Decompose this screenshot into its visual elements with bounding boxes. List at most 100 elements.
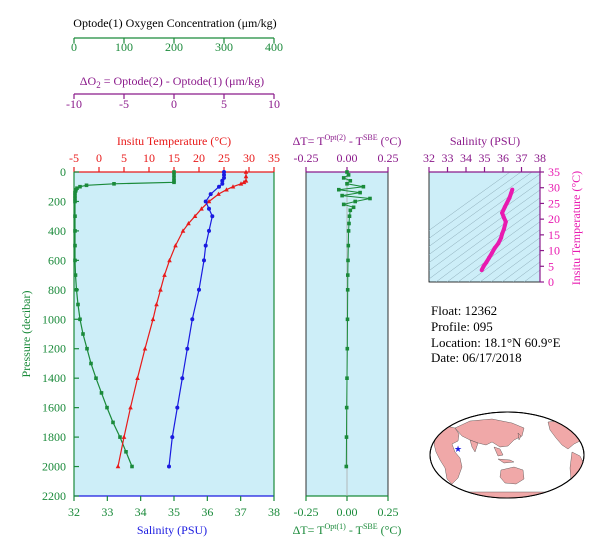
- ts-salinity-axis-tick-label: 38: [534, 151, 546, 165]
- oxygen-point: [172, 170, 176, 174]
- salinity-point: [222, 170, 226, 174]
- salinity-point: [197, 287, 201, 292]
- delta-t-point: [347, 214, 352, 218]
- delta-t-top-axis-tick-label: -0.25: [294, 151, 319, 165]
- delta-t-point: [344, 435, 349, 439]
- oxygen-axis-tick-label: 100: [115, 40, 133, 54]
- ts-temperature-axis-tick-label: 25: [548, 196, 560, 210]
- salinity-point: [170, 435, 175, 440]
- density-contour: [446, 213, 540, 282]
- ts-salinity-axis-tick-label: 36: [497, 151, 509, 165]
- ts-salinity-axis-tick-label: 33: [442, 151, 454, 165]
- temperature-point: [192, 213, 198, 218]
- density-contour: [523, 269, 540, 282]
- oxygen-point: [94, 376, 98, 380]
- temperature-point: [150, 316, 156, 322]
- delta-oxygen-axis-tick-label: 0: [171, 97, 177, 111]
- salinity-point: [203, 243, 208, 248]
- salinity-point: [210, 214, 215, 219]
- delta-oxygen-axis-tick-label: -10: [66, 97, 82, 111]
- pressure-axis-tick-label: 600: [48, 253, 66, 267]
- density-contour: [429, 172, 522, 239]
- delta-t-point: [341, 176, 346, 180]
- delta-oxygen-axis-tick-label: 10: [268, 97, 280, 111]
- ts-salinity-axis-title: Salinity (PSU): [450, 134, 520, 148]
- oxygen-point: [73, 258, 77, 263]
- pressure-axis-tick-label: 1000: [42, 312, 66, 326]
- ts-salinity-axis-tick-label: 34: [460, 151, 472, 165]
- temperature-point: [154, 302, 159, 307]
- oxygen-axis-tick-label: 200: [165, 40, 183, 54]
- density-contour: [429, 181, 540, 263]
- oxygen-point: [105, 405, 109, 410]
- temperature-point: [206, 199, 212, 204]
- salinity-point: [202, 258, 206, 263]
- info-float: Float: 12362: [431, 303, 498, 318]
- salinity-point: [220, 181, 225, 186]
- ts-point: [501, 227, 506, 232]
- float-location-marker: ★: [454, 445, 462, 455]
- salinity-point: [167, 464, 171, 469]
- oxygen-point: [76, 302, 80, 307]
- oxygen-axis-tick-label: 400: [265, 40, 283, 54]
- delta-t-point: [358, 190, 362, 195]
- ts-temperature-axis-title: Insitu Temperature (°C): [569, 171, 583, 285]
- salinity-axis-tick-label: 33: [101, 505, 113, 519]
- ts-point: [484, 260, 489, 265]
- oxygen-point: [99, 391, 104, 395]
- ts-point: [487, 255, 492, 260]
- pressure-axis-tick-label: 2200: [42, 489, 66, 503]
- delta-t-point: [346, 173, 351, 177]
- delta-oxygen-axis-tick-label: 5: [221, 97, 227, 111]
- temperature-axis-tick-label: 10: [143, 151, 155, 165]
- density-contour: [429, 173, 540, 255]
- ts-point: [502, 204, 507, 209]
- pressure-axis-tick-label: 0: [60, 165, 66, 179]
- delta-t-point: [348, 179, 353, 183]
- salinity-point: [217, 184, 221, 189]
- temperature-point: [135, 375, 140, 380]
- temperature-point: [115, 464, 121, 469]
- delta-t-point: [345, 170, 349, 174]
- ts-temperature-axis-tick-label: 0: [548, 275, 554, 289]
- ts-point: [492, 246, 497, 251]
- delta-t-point: [345, 288, 350, 292]
- temperature-point: [186, 221, 191, 226]
- pressure-axis-tick-label: 1600: [42, 401, 66, 415]
- oxygen-point: [172, 180, 176, 185]
- delta-t-point: [353, 199, 357, 204]
- salinity-point: [222, 175, 226, 180]
- temperature-axis-tick-label: 20: [193, 151, 205, 165]
- ts-point: [510, 187, 515, 192]
- density-contour: [457, 221, 540, 282]
- oxygen-point: [111, 420, 115, 425]
- salinity-axis-tick-label: 32: [68, 505, 80, 519]
- oxygen-point: [78, 184, 82, 189]
- salinity-point: [203, 199, 208, 204]
- delta-t-point: [345, 346, 350, 351]
- oxygen-axis-tick-label: 300: [215, 40, 233, 54]
- temperature-point: [180, 228, 186, 233]
- salinity-point: [208, 192, 213, 197]
- info-profile: Profile: 095: [431, 319, 493, 334]
- temperature-axis-tick-label: 30: [243, 151, 255, 165]
- density-contour: [479, 237, 540, 282]
- delta-oxygen-axis: ΔO2 = Optode(2) - Optode(1) (μm/kg) -10 -…: [66, 74, 280, 111]
- delta-t-point: [340, 193, 344, 198]
- pressure-axis-tick-label: 800: [48, 283, 66, 297]
- main-panel-background: [73, 171, 275, 497]
- temperature-axis-tick-label: 0: [96, 151, 102, 165]
- temperature-axis-tick-label: -5: [69, 151, 79, 165]
- temperature-point: [158, 287, 163, 292]
- oxygen-point: [74, 288, 79, 292]
- oxygen-point: [73, 214, 77, 218]
- delta-t-point: [344, 464, 349, 469]
- temperature-point: [162, 272, 167, 277]
- delta-t-point: [341, 202, 346, 207]
- temperature-point: [243, 169, 249, 174]
- temperature-point: [128, 405, 133, 410]
- delta-oxygen-axis-title: ΔO2 = Optode(2) - Optode(1) (μm/kg): [80, 74, 264, 90]
- salinity-point: [207, 228, 211, 233]
- ts-temperature-axis-tick-label: 35: [548, 165, 560, 179]
- ts-salinity-axis-tick-label: 35: [479, 151, 491, 165]
